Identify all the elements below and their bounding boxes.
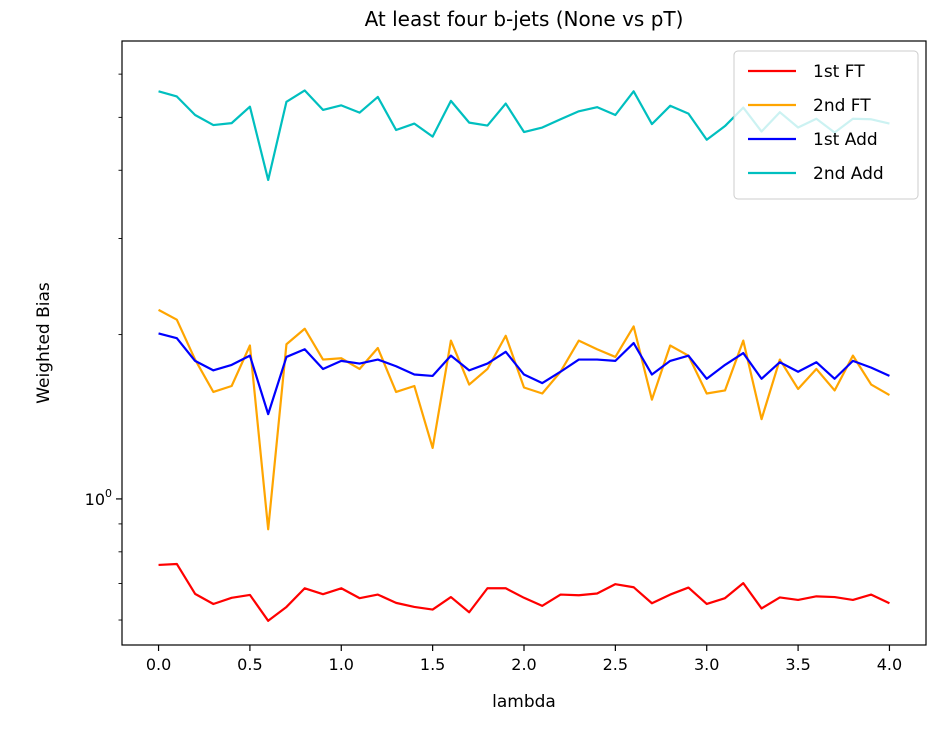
legend-label-4: 2nd Add <box>813 164 884 184</box>
x-tick-label: 1.5 <box>420 655 445 674</box>
chart-title: At least four b-jets (None vs pT) <box>365 7 684 31</box>
series-line-3 <box>158 332 890 416</box>
x-axis-label: lambda <box>492 692 556 712</box>
x-tick-label: 3.0 <box>694 655 719 674</box>
x-axis: 0.0 0.5 1.0 1.5 2.0 2.5 3.0 3.5 4.0 <box>146 645 902 674</box>
legend: 1st FT 2nd FT 1st Add 2nd Add <box>733 50 919 200</box>
x-tick-label: 0.5 <box>237 655 262 674</box>
series-layer <box>158 89 890 622</box>
x-tick-label: 2.5 <box>603 655 628 674</box>
y-axis-label: Weighted Bias <box>34 282 54 404</box>
x-tick-label: 1.0 <box>329 655 354 674</box>
y-tick-exponent: 0 <box>105 487 112 500</box>
legend-label-1: 1st FT <box>813 62 865 82</box>
series-line-1 <box>158 562 890 622</box>
y-tick-label: 100 <box>85 487 112 509</box>
y-axis: 100 <box>85 73 122 621</box>
legend-label-2: 2nd FT <box>813 96 871 116</box>
series-line-2 <box>158 308 890 531</box>
legend-box <box>733 50 919 200</box>
x-tick-label: 3.5 <box>785 655 810 674</box>
x-tick-label: 0.0 <box>146 655 171 674</box>
legend-label-3: 1st Add <box>813 130 878 150</box>
x-tick-label: 4.0 <box>877 655 902 674</box>
x-tick-label: 2.0 <box>511 655 536 674</box>
y-tick-base: 10 <box>85 490 105 509</box>
